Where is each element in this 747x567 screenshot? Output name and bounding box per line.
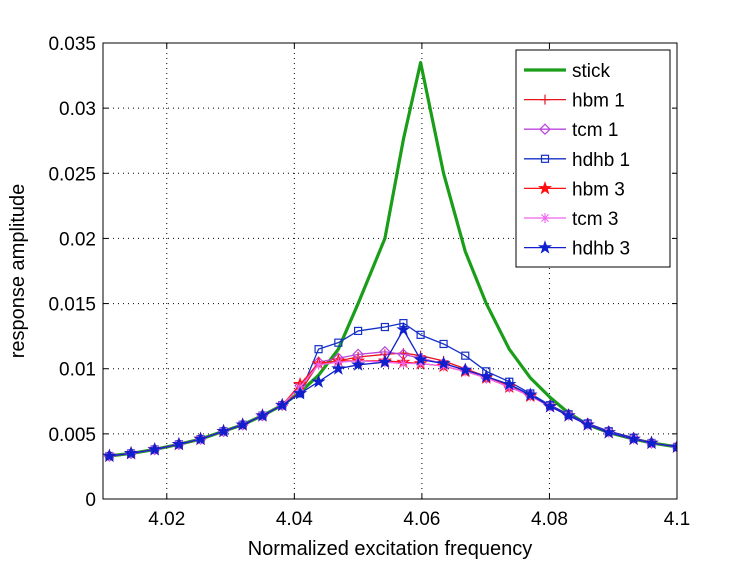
data-point-hdhb-3 <box>255 408 270 422</box>
legend-entry-stick: stick <box>524 61 611 82</box>
legend-label: tcm 1 <box>572 120 618 141</box>
x-tick-label: 4.08 <box>531 509 568 530</box>
data-point-hdhb-3 <box>502 376 517 391</box>
y-tick-label: 0.01 <box>59 360 96 381</box>
data-point-hdhb-3 <box>479 369 494 383</box>
y-tick-label: 0.005 <box>48 425 96 446</box>
data-point-hdhb-3 <box>193 431 208 446</box>
data-point-hdhb-3 <box>458 362 473 377</box>
x-tick-label: 4.04 <box>276 509 313 530</box>
legend-marker <box>540 154 550 163</box>
data-point-hdhb-1 <box>380 322 389 332</box>
data-point-tcm-3 <box>313 359 324 370</box>
y-tick-label: 0 <box>85 490 96 511</box>
legend-marker <box>537 240 553 254</box>
data-point-hdhb-3 <box>413 352 428 366</box>
plot-frame <box>102 42 678 500</box>
data-point-hdhb-3 <box>436 356 451 370</box>
x-axis-label: Normalized excitation frequency <box>248 538 533 560</box>
legend-marker <box>540 94 550 105</box>
data-point-hdhb-3 <box>523 387 538 401</box>
legend-entry-hbm-1: hbm 1 <box>524 91 625 112</box>
data-point-hdhb-1 <box>334 338 343 347</box>
data-point-hdhb-3 <box>235 417 250 431</box>
data-point-hdhb-3 <box>124 445 139 460</box>
y-tick-label: 0.015 <box>48 295 96 316</box>
legend-marker <box>540 213 550 223</box>
axis-ticks: 4.02 4.04 4.06 4.08 4.1 0 0.005 0.01 0.015 0.02 0.… <box>48 34 690 530</box>
legend-entry-tcm-1: tcm 1 <box>524 120 618 141</box>
data-point-hdhb-3 <box>580 417 595 431</box>
data-point-hdhb-1 <box>416 330 425 339</box>
data-point-hdhb-3 <box>293 386 308 400</box>
data-point-hdhb-3 <box>216 423 231 438</box>
data-point-hdhb-3 <box>171 436 186 451</box>
data-point-hdhb-1 <box>354 326 363 336</box>
data-point-hdhb-3 <box>644 435 659 449</box>
legend-entry-tcm-3: tcm 3 <box>524 209 618 230</box>
data-point-hdhb-3 <box>377 354 392 369</box>
legend-marker <box>537 180 553 195</box>
data-point-hdhb-3 <box>103 448 117 462</box>
series-hdhb-3 <box>103 322 677 462</box>
data-point-hdhb-3 <box>561 408 576 422</box>
x-tick-label: 4.02 <box>148 509 185 530</box>
data-point-hdhb-1 <box>461 351 470 360</box>
data-point-hdhb-3 <box>331 361 346 375</box>
legend: stick hbm 1 tcm 1 hdhb 1 hbm 3 tcm 3 hdhb 3 <box>515 49 671 268</box>
legend-marker <box>539 123 551 136</box>
legend-label: hbm 1 <box>572 91 625 112</box>
data-point-hdhb-3 <box>626 431 641 446</box>
data-point-tcm-3 <box>415 358 426 369</box>
legend-label: tcm 3 <box>572 209 618 230</box>
legend-entry-hdhb-3: hdhb 3 <box>524 239 630 260</box>
y-tick-label: 0.03 <box>59 99 96 120</box>
data-point-hdhb-3 <box>147 442 162 456</box>
legend-label: hbm 3 <box>572 179 625 200</box>
series-line-hdhb-3 <box>109 328 677 457</box>
legend-label: stick <box>572 61 611 82</box>
data-point-hdhb-3 <box>396 322 411 336</box>
legend-label: hdhb 1 <box>572 150 630 171</box>
x-tick-label: 4.1 <box>664 509 690 530</box>
data-point-hdhb-1 <box>314 345 323 354</box>
data-point-hdhb-3 <box>351 357 366 371</box>
data-point-hdhb-3 <box>543 399 558 413</box>
data-point-hdhb-3 <box>669 439 677 453</box>
data-point-hdhb-3 <box>275 397 290 412</box>
y-axis-label: response amplitude <box>7 184 29 359</box>
data-point-tcm-3 <box>398 358 409 369</box>
legend-label: hdhb 3 <box>572 239 630 260</box>
data-point-hdhb-1 <box>439 339 448 349</box>
series-layer <box>103 60 677 462</box>
y-tick-label: 0.035 <box>48 34 96 55</box>
legend-entry-hdhb-1: hdhb 1 <box>524 150 630 171</box>
x-tick-label: 4.06 <box>403 509 440 530</box>
data-point-hdhb-3 <box>601 425 616 439</box>
y-tick-label: 0.025 <box>48 164 96 185</box>
y-tick-label: 0.02 <box>59 229 96 250</box>
legend-entry-hbm-3: hbm 3 <box>524 179 625 200</box>
data-point-hdhb-3 <box>311 374 326 388</box>
